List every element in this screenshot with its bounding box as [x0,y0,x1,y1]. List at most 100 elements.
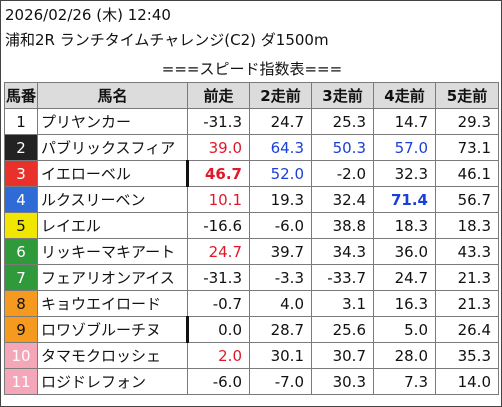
horse-name: キョウエイロード [37,290,188,317]
speed-index-cell: 52.0 [249,160,312,187]
col-header-2-races-ago: 2走前 [249,82,312,109]
col-header-last-race: 前走 [187,82,250,109]
col-header-5-races-ago: 5走前 [435,82,499,109]
speed-index-cell: 14.0 [435,368,499,395]
table-row: 8 キョウエイロード -0.7 4.0 3.1 16.3 21.3 [4,290,499,317]
speed-index-cell: 28.0 [373,342,436,369]
horse-number: 7 [4,264,38,291]
horse-name: ロワゾブルーチヌ [37,316,188,343]
race-datetime: 2026/02/26 (木) 12:40 [5,6,171,24]
table-row: 5 レイエル -16.6 -6.0 38.8 18.3 18.3 [4,212,499,239]
horse-number: 4 [4,186,38,213]
horse-name: タマモクロッシェ [37,342,188,369]
col-header-4-races-ago: 4走前 [373,82,436,109]
speed-index-cell: 39.0 [187,134,250,161]
speed-index-cell: 34.3 [311,238,374,265]
speed-index-cell: 32.4 [311,186,374,213]
speed-index-cell: 18.3 [435,212,499,239]
speed-index-cell: 26.4 [435,316,499,343]
horse-number: 9 [4,316,38,343]
horse-number: 5 [4,212,38,239]
speed-index-cell: 16.3 [373,290,436,317]
speed-index-cell: 29.3 [435,108,499,135]
horse-number: 11 [4,368,38,395]
table-row: 10 タマモクロッシェ 2.0 30.1 30.7 28.0 35.3 [4,342,499,369]
horse-number: 6 [4,238,38,265]
horse-name: パブリックスフィア [37,134,188,161]
col-header-horse-name: 馬名 [37,82,188,109]
speed-index-cell: 2.0 [187,342,250,369]
speed-index-cell: 71.4 [373,186,436,213]
table-row: 7 フェアリオンアイス -31.3 -3.3 -33.7 24.7 21.3 [4,264,499,291]
horse-number: 3 [4,160,38,187]
col-header-3-races-ago: 3走前 [311,82,374,109]
speed-index-cell: 73.1 [435,134,499,161]
speed-index-cell: 0.0 [186,316,250,343]
speed-index-cell: -7.0 [249,368,312,395]
horse-number: 1 [4,108,38,135]
speed-index-table: 馬番 馬名 前走 2走前 3走前 4走前 5走前 1 プリヤンカー -31.3 … [4,82,499,395]
horse-name: ルクスリーベン [37,186,188,213]
speed-index-cell: 24.7 [373,264,436,291]
table-header-row: 馬番 馬名 前走 2走前 3走前 4走前 5走前 [4,82,499,109]
speed-index-cell: 25.6 [311,316,374,343]
speed-index-cell: 5.0 [373,316,436,343]
speed-index-cell: 30.7 [311,342,374,369]
speed-index-cell: 3.1 [311,290,374,317]
horse-name: フェアリオンアイス [37,264,188,291]
speed-index-cell: -0.7 [187,290,250,317]
speed-index-cell: -31.3 [187,108,250,135]
speed-index-cell: 21.3 [435,290,499,317]
horse-name: レイエル [37,212,188,239]
table-row: 6 リッキーマキアート 24.7 39.7 34.3 36.0 43.3 [4,238,499,265]
speed-index-cell: 64.3 [249,134,312,161]
horse-name: イエローベル [37,160,188,187]
speed-index-cell: 50.3 [311,134,374,161]
speed-index-cell: 4.0 [249,290,312,317]
speed-index-cell: 28.7 [249,316,312,343]
speed-index-cell: 36.0 [373,238,436,265]
horse-name: リッキーマキアート [37,238,188,265]
horse-name: プリヤンカー [37,108,188,135]
table-row: 9 ロワゾブルーチヌ 0.0 28.7 25.6 5.0 26.4 [4,316,499,343]
speed-index-cell: 7.3 [373,368,436,395]
speed-index-cell: -3.3 [249,264,312,291]
horse-number: 10 [4,342,38,369]
table-row: 11 ロジドレフォン -6.0 -7.0 30.3 7.3 14.0 [4,368,499,395]
speed-index-cell: 24.7 [249,108,312,135]
speed-index-cell: 39.7 [249,238,312,265]
race-title: 浦和2R ランチタイムチャレンジ(C2) ダ1500m [5,31,329,49]
speed-index-cell: 46.7 [186,160,250,187]
horse-number: 2 [4,134,38,161]
speed-index-cell: 43.3 [435,238,499,265]
speed-index-cell: -2.0 [311,160,374,187]
speed-index-cell: 46.1 [435,160,499,187]
speed-index-cell: 25.3 [311,108,374,135]
speed-index-cell: 30.3 [311,368,374,395]
speed-index-cell: 32.3 [373,160,436,187]
speed-index-cell: -16.6 [187,212,250,239]
col-header-number: 馬番 [4,82,38,109]
table-row: 3 イエローベル 46.7 52.0 -2.0 32.3 46.1 [4,160,499,187]
speed-index-cell: 57.0 [373,134,436,161]
speed-index-cell: 35.3 [435,342,499,369]
speed-index-cell: 10.1 [187,186,250,213]
speed-index-cell: 24.7 [187,238,250,265]
speed-index-cell: 30.1 [249,342,312,369]
table-row: 2 パブリックスフィア 39.0 64.3 50.3 57.0 73.1 [4,134,499,161]
speed-index-cell: -33.7 [311,264,374,291]
horse-name: ロジドレフォン [37,368,188,395]
table-caption: ===スピード指数表=== [161,60,343,78]
speed-index-cell: 21.3 [435,264,499,291]
horse-number: 8 [4,290,38,317]
table-row: 4 ルクスリーベン 10.1 19.3 32.4 71.4 56.7 [4,186,499,213]
speed-index-cell: 56.7 [435,186,499,213]
speed-index-cell: -6.0 [249,212,312,239]
speed-index-cell: 14.7 [373,108,436,135]
speed-index-cell: 18.3 [373,212,436,239]
table-row: 1 プリヤンカー -31.3 24.7 25.3 14.7 29.3 [4,108,499,135]
speed-index-cell: -6.0 [187,368,250,395]
speed-index-cell: 38.8 [311,212,374,239]
speed-index-cell: 19.3 [249,186,312,213]
